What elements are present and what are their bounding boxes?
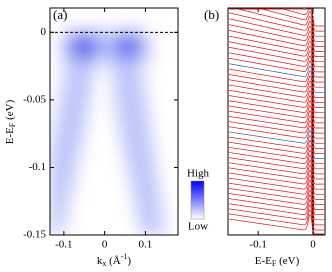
edc-curve: [228, 144, 324, 175]
panel-label: (b): [204, 7, 219, 22]
edc-curve: [228, 30, 324, 63]
edc-curve: [228, 129, 324, 159]
edc-curve: [228, 18, 324, 52]
edc-curve: [228, 63, 324, 93]
edc-curve: [228, 164, 324, 195]
edc-curve: [228, 109, 324, 139]
edc-curve: [228, 74, 324, 103]
edc-curve: [228, 99, 324, 129]
edc-curve: [228, 84, 324, 114]
edc-curve: [228, 79, 324, 108]
x-tick-label: 0.1: [139, 239, 153, 251]
x-axis-label: kx (Å-1): [97, 252, 132, 268]
edc-curve: [228, 94, 324, 124]
x-axis-label: E-EF (eV): [255, 255, 300, 268]
edc-curve: [229, 8, 324, 37]
edc-curve: [228, 188, 324, 221]
x-tick-label: 0: [102, 239, 108, 251]
edc-curve: [228, 68, 324, 98]
edc-curve: [228, 174, 324, 205]
x-tick-label: -0.1: [55, 239, 72, 251]
edc-curve: [228, 149, 324, 180]
colorbar: [190, 180, 205, 220]
edc-curve: [228, 179, 324, 210]
y-axis-label: E-EF (eV): [4, 99, 17, 144]
edc-curve: [228, 169, 324, 200]
edc-curve: [229, 8, 324, 42]
edc-curve: [228, 213, 324, 235]
edc-curve: [228, 114, 324, 144]
edc-curve: [228, 104, 324, 134]
x-tick-label: 0: [310, 239, 316, 251]
colorbar-low: Low: [188, 221, 208, 233]
edc-curve: [228, 203, 324, 235]
x-tick-label: -0.1: [249, 239, 266, 251]
colorbar-high: High: [187, 168, 210, 180]
edc-curve: [228, 52, 324, 83]
edc-curve: [228, 35, 324, 68]
y-tick-label: -0.1: [29, 161, 46, 173]
edc-curve: [228, 154, 324, 185]
edc-curve: [228, 124, 324, 154]
y-tick-label: 0: [41, 26, 47, 38]
intensity-map: [50, 8, 178, 235]
edc-curve: [228, 89, 324, 119]
edc-curve: [228, 41, 324, 73]
panel-label: (a): [53, 7, 67, 22]
edc-curve: [228, 184, 324, 216]
edc-curve: [228, 159, 324, 190]
y-tick-label: -0.15: [23, 229, 46, 241]
edc-curve: [228, 198, 324, 231]
edc-curve: [228, 208, 324, 235]
edc-curve: [228, 119, 324, 149]
edc-curve: [228, 57, 324, 88]
edc-curve: [228, 139, 324, 170]
y-tick-label: -0.05: [23, 93, 46, 105]
edc-curve: [228, 134, 324, 165]
edc-curve: [228, 24, 324, 57]
edc-curve: [228, 12, 324, 47]
edc-curve: [228, 46, 324, 78]
edc-curve: [228, 193, 324, 226]
